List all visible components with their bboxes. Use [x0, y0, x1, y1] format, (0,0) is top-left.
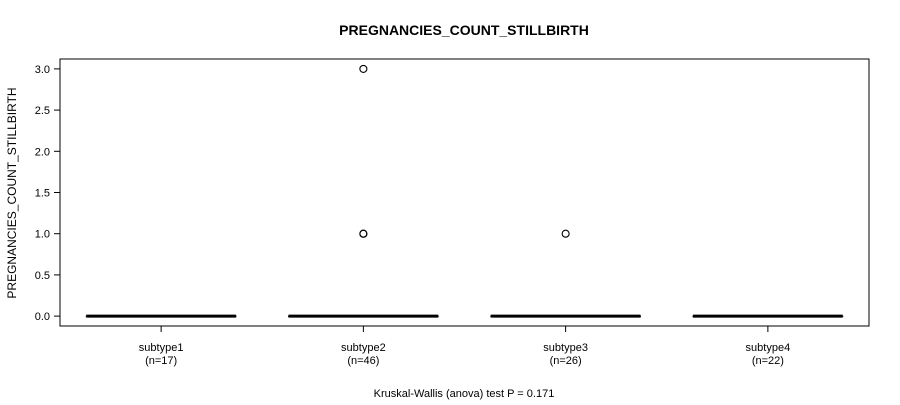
- x-axis-labels: subtype1(n=17)subtype2(n=46)subtype3(n=2…: [139, 326, 790, 367]
- x-tick-count: (n=26): [550, 355, 582, 367]
- x-tick-label: subtype2: [341, 342, 386, 354]
- x-tick-label: subtype4: [746, 342, 791, 354]
- y-axis-label: PREGNANCIES_COUNT_STILLBIRTH: [5, 87, 19, 298]
- y-tick-label: 2.5: [35, 105, 50, 117]
- plot-frame: [59, 58, 870, 327]
- y-tick-label: 0.5: [35, 270, 50, 282]
- y-tick-label: 3.0: [35, 64, 50, 76]
- y-tick-label: 0.0: [35, 311, 50, 323]
- chart-title: PREGNANCIES_COUNT_STILLBIRTH: [339, 22, 589, 38]
- test-annotation: Kruskal-Wallis (anova) test P = 0.171: [374, 388, 555, 400]
- outlier-point: [561, 229, 570, 238]
- x-tick-label: subtype1: [139, 342, 184, 354]
- y-tick-label: 1.0: [35, 229, 50, 241]
- x-tick-count: (n=22): [752, 355, 784, 367]
- outlier-point: [359, 229, 368, 238]
- x-tick-count: (n=46): [347, 355, 379, 367]
- y-axis-ticks: 0.0 0.5 1.0 1.5 2.0 2.5 3.0: [35, 64, 60, 323]
- outlier-point: [359, 64, 368, 73]
- box-series: [85, 64, 844, 318]
- y-tick-label: 1.5: [35, 188, 50, 200]
- box-subtype2: [288, 64, 439, 318]
- box-subtype3: [490, 229, 641, 318]
- y-tick-label: 2.0: [35, 146, 50, 158]
- x-tick-label: subtype3: [543, 342, 588, 354]
- x-tick-count: (n=17): [145, 355, 177, 367]
- box-subtype4: [692, 314, 844, 318]
- box-subtype1: [85, 314, 237, 318]
